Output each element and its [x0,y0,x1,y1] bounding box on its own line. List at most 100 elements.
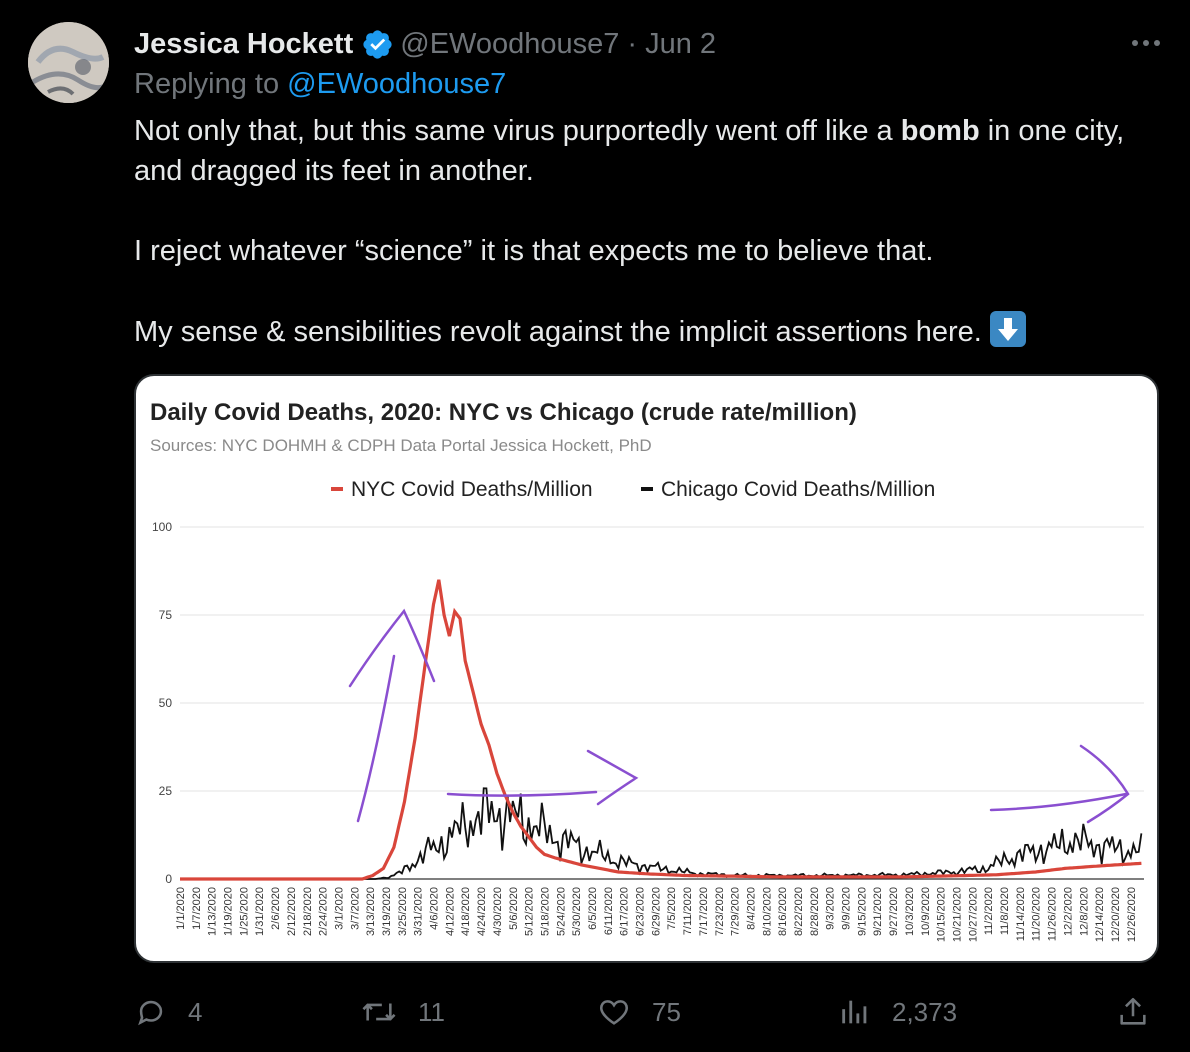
x-tick-label: 3/13/2020 [365,887,377,936]
x-tick-label: 3/19/2020 [381,887,393,936]
x-tick-label: 12/14/2020 [1094,887,1106,942]
x-tick-label: 2/24/2020 [318,887,330,936]
x-tick-label: 1/25/2020 [238,887,250,936]
retweet-icon [362,1003,396,1021]
chart-subtitle: Sources: NYC DOHMH & CDPH Data Portal Je… [150,436,652,455]
y-tick-label: 100 [152,520,172,534]
author-avatar[interactable] [28,22,109,103]
x-tick-label: 6/5/2020 [587,887,599,930]
legend-swatch-chicago [641,487,653,491]
chart-image-card[interactable]: Daily Covid Deaths, 2020: NYC vs Chicago… [134,374,1159,963]
x-tick-label: 1/19/2020 [223,887,235,936]
x-tick-label: 8/16/2020 [777,887,789,936]
tweet-paragraph-1: Not only that, but this same virus purpo… [134,111,1164,191]
tweet-text-segment: Not only that, but this same virus purpo… [134,115,901,147]
author-handle[interactable]: @EWoodhouse7 [400,27,620,60]
tweet-paragraph-2: I reject whatever “science” it is that e… [134,235,934,267]
x-tick-label: 7/11/2020 [682,887,694,935]
x-tick-label: 2/12/2020 [286,887,298,936]
x-tick-label: 11/2/2020 [983,887,995,935]
reply-count: 4 [188,996,203,1027]
x-tick-label: 11/8/2020 [999,887,1011,935]
tweet-paragraph-3: My sense & sensibilities revolt against … [134,311,1164,352]
annotation-flat-line [446,790,598,797]
x-tick-label: 9/3/2020 [825,887,837,930]
analytics-icon [842,1000,867,1024]
x-tick-label: 6/23/2020 [635,887,647,936]
x-tick-label: 9/15/2020 [856,887,868,936]
x-tick-label: 6/17/2020 [619,887,631,936]
reply-icon [138,1000,163,1026]
x-tick-label: 12/8/2020 [1078,887,1090,936]
share-icon [1120,997,1146,1025]
x-tick-label: 2/18/2020 [302,887,314,936]
x-tick-label: 1/31/2020 [254,887,266,936]
x-tick-label: 5/12/2020 [524,887,536,936]
x-tick-label: 6/29/2020 [650,887,662,936]
x-tick-label: 7/23/2020 [714,887,726,936]
annotation-winter-line [989,792,1128,812]
x-tick-label: 5/18/2020 [539,887,551,936]
x-tick-label: 10/21/2020 [951,887,963,942]
like-count: 75 [652,996,681,1027]
x-tick-label: 7/17/2020 [698,887,710,936]
y-tick-label: 50 [159,696,173,710]
x-tick-label: 11/14/2020 [1015,887,1027,941]
chart-legend: NYC Covid Deaths/Million Chicago Covid D… [331,478,935,501]
x-tick-label: 8/22/2020 [793,887,805,936]
legend-label-chicago: Chicago Covid Deaths/Million [661,478,935,501]
heart-icon [600,1000,628,1025]
x-tick-label: 4/18/2020 [460,887,472,936]
y-tick-label: 75 [159,608,173,622]
x-tick-label: 5/30/2020 [571,887,583,936]
tweet-text-segment: My sense & sensibilities revolt against … [134,316,982,348]
author-name[interactable]: Jessica Hockett [134,27,354,60]
share-button[interactable] [1116,990,1150,1034]
x-tick-label: 1/13/2020 [207,887,219,936]
annotation-peak-stroke [356,654,396,823]
chart-title: Daily Covid Deaths, 2020: NYC vs Chicago… [150,399,857,426]
x-tick-label: 4/12/2020 [444,887,456,936]
x-tick-label: 12/26/2020 [1126,887,1138,942]
y-tick-label: 25 [159,784,173,798]
x-tick-label: 4/24/2020 [476,887,488,936]
x-tick-label: 12/20/2020 [1110,887,1122,942]
chicago-series-line [180,787,1143,880]
like-button[interactable]: 75 [596,990,681,1034]
x-tick-label: 9/21/2020 [872,887,884,936]
x-tick-label: 7/29/2020 [730,887,742,936]
x-tick-label: 10/15/2020 [936,887,948,942]
replying-mention-link[interactable]: @EWoodhouse7 [287,68,507,100]
x-tick-label: 6/11/2020 [603,887,615,935]
tweet-text-segment: in one city, and dragged its feet in ano… [134,115,1125,187]
views-button[interactable]: 2,373 [838,990,957,1034]
retweet-count: 11 [418,996,445,1027]
x-tick-label: 10/3/2020 [904,887,916,936]
tweet-text-bold: bomb [900,115,980,147]
x-tick-label: 8/10/2020 [761,887,773,936]
replying-prefix: Replying to [134,68,280,100]
x-tick-label: 3/1/2020 [333,887,345,930]
x-tick-label: 3/31/2020 [413,887,425,936]
handwritten-annotations [348,608,1130,824]
x-tick-label: 12/2/2020 [1062,887,1074,936]
x-tick-label: 11/26/2020 [1047,887,1059,941]
x-tick-label: 2/6/2020 [270,887,282,930]
x-tick-label: 1/7/2020 [191,887,203,930]
x-tick-label: 11/20/2020 [1031,887,1043,941]
tweet-date[interactable]: Jun 2 [645,27,717,60]
separator-dot: · [627,27,638,60]
x-tick-label: 8/28/2020 [809,887,821,936]
reply-button[interactable]: 4 [134,990,202,1034]
annotation-flat-arrowhead [586,749,639,806]
tweet-actions: 4 11 75 2,373 [0,990,1190,1034]
annotation-winter-arrowhead [1079,744,1130,824]
x-tick-label: 10/9/2020 [920,887,932,936]
nyc-series-line [180,579,1142,881]
y-tick-label: 0 [165,872,172,886]
x-tick-label: 8/4/2020 [745,887,757,930]
more-options-icon[interactable] [1126,28,1166,58]
retweet-button[interactable]: 11 [360,990,445,1034]
x-tick-label: 4/30/2020 [492,887,504,936]
tweet-text: Not only that, but this same virus purpo… [134,111,1164,352]
